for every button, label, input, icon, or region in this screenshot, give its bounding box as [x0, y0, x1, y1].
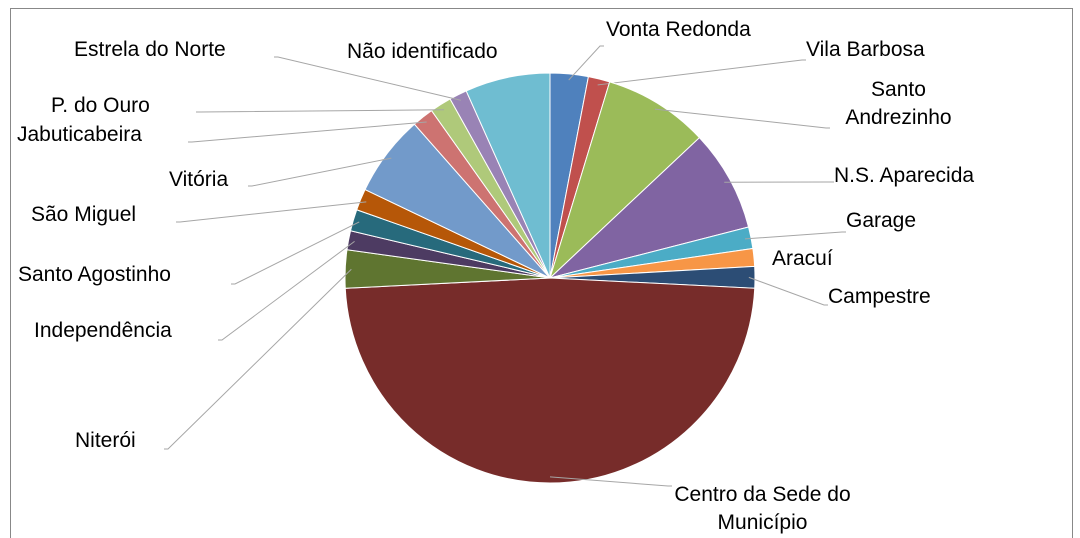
- slice-label: Santo Agostinho: [18, 263, 171, 286]
- slice-label: Independência: [34, 319, 172, 342]
- leader-line: [231, 221, 360, 285]
- leader-line: [597, 59, 806, 86]
- leader-line: [164, 268, 352, 450]
- pie-slice: [465, 72, 551, 279]
- leader-line: [549, 476, 672, 487]
- slice-label: Vitória: [169, 168, 229, 191]
- leader-line: [744, 231, 846, 240]
- slice-label: Vonta Redonda: [606, 18, 751, 41]
- slice-label: Niterói: [75, 429, 136, 452]
- leader-line: [748, 276, 828, 306]
- leader-line: [176, 201, 367, 223]
- pie-slice: [549, 136, 750, 279]
- slice-label: Aracuí: [772, 247, 833, 270]
- slice-label: N.S. Aparecida: [834, 164, 975, 187]
- pie-slice: [548, 81, 701, 280]
- slice-label: Centro da Sede do Município: [674, 483, 851, 534]
- leader-line: [196, 109, 444, 113]
- leader-line: [218, 240, 355, 341]
- pie-slice: [344, 277, 756, 484]
- slice-label: P. do Ouro: [51, 94, 150, 117]
- leader-line: [568, 45, 604, 81]
- slice-label: Garage: [846, 209, 917, 232]
- slice-label: São Miguel: [31, 203, 137, 226]
- slice-label: Não identificado: [347, 40, 498, 63]
- leader-line: [274, 56, 461, 101]
- slice-label: Santo Andrezinho: [845, 78, 952, 129]
- leader-line: [248, 157, 392, 187]
- leader-line: [654, 108, 830, 129]
- slice-label: Estrela do Norte: [74, 38, 226, 61]
- slice-label: Jabuticabeira: [17, 123, 142, 146]
- slice-label: Campestre: [828, 285, 931, 308]
- leader-line: [188, 121, 427, 143]
- slice-label: Vila Barbosa: [806, 38, 925, 61]
